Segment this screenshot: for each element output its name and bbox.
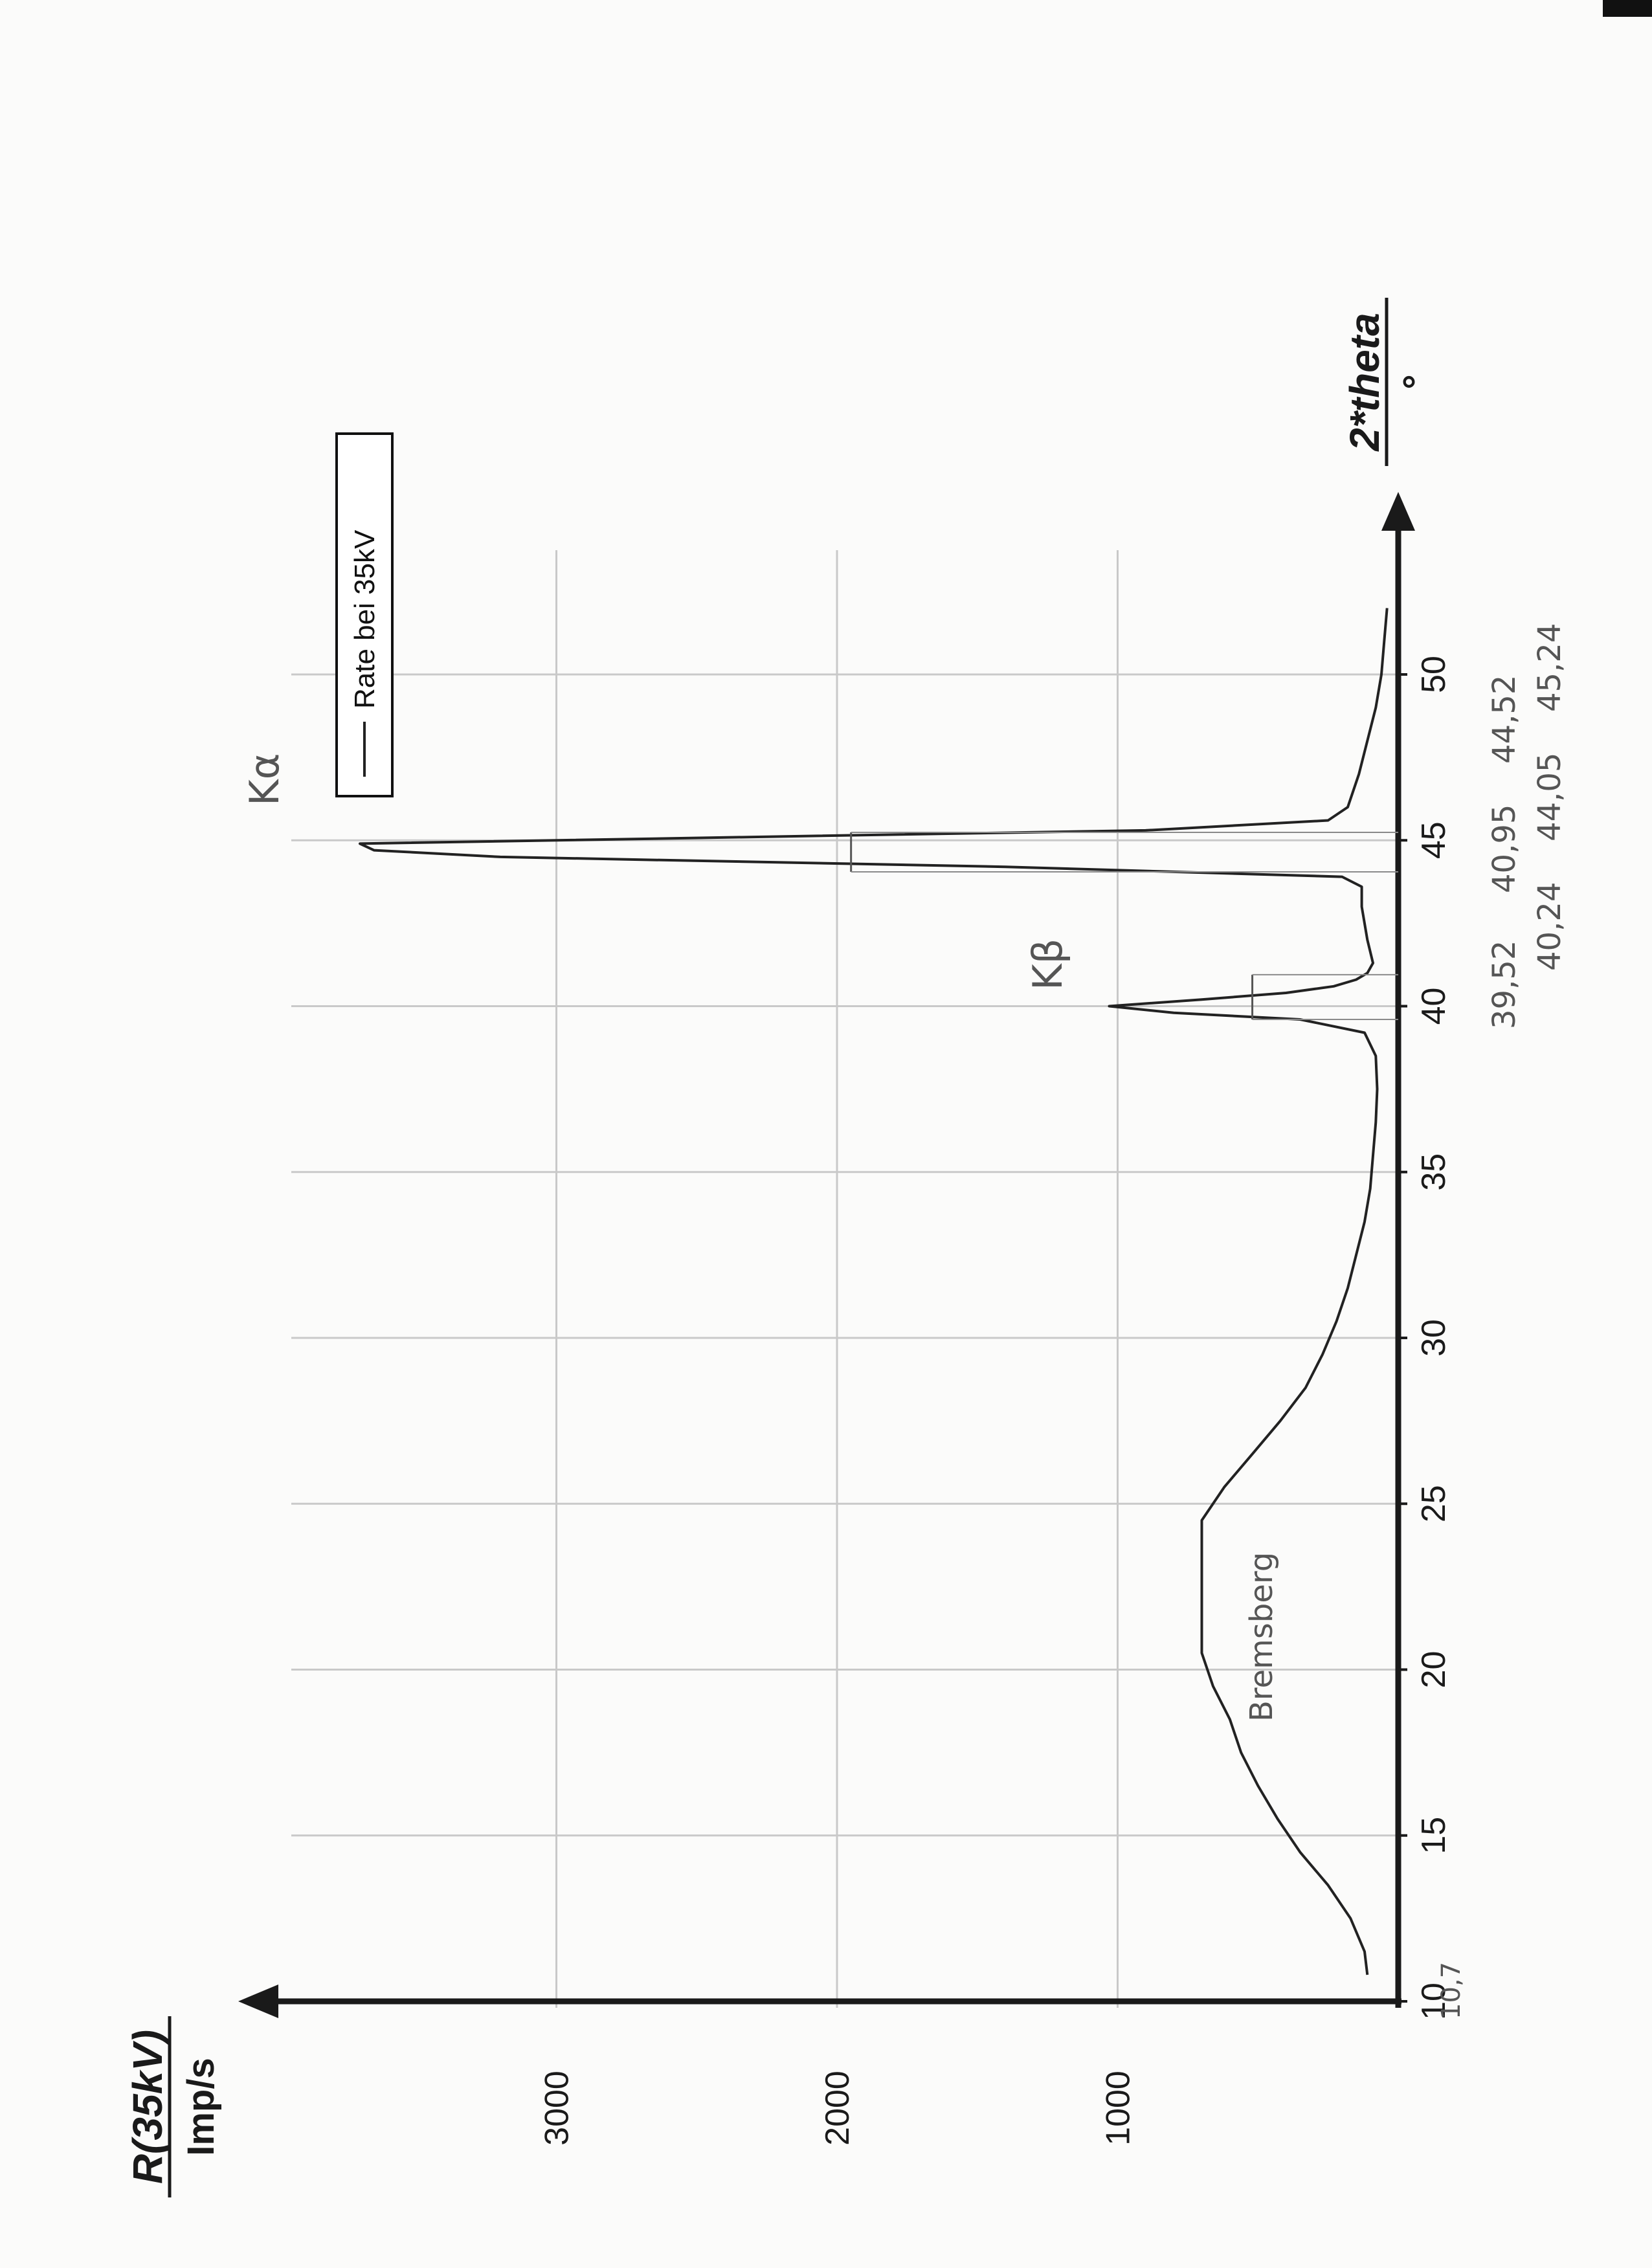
x-axis-title-group: 2*theta ° — [1341, 298, 1438, 466]
x-tick-label-40: 40 — [1415, 988, 1453, 1025]
y-tick-label-2000: 2000 — [819, 2071, 856, 2146]
annotation-k-beta: Kβ — [1024, 939, 1071, 990]
y-axis-unit: Imp/s — [180, 2058, 222, 2156]
legend: Rate bei 35kV — [335, 432, 394, 797]
tick-label-layer: 1000 2000 3000 10 15 20 25 30 35 40 45 50 — [539, 656, 1453, 2146]
x-tick-label-50: 50 — [1415, 656, 1453, 693]
annotation-measure-39-52: 39,52 — [1486, 940, 1523, 1029]
annotation-measure-40-24: 40,24 — [1532, 882, 1568, 971]
y-tick-label-3000: 3000 — [539, 2071, 576, 2146]
y-axis-title: R(35kV) — [124, 2030, 171, 2184]
y-axis-arrowhead — [238, 1984, 278, 2018]
grid-layer — [291, 550, 1405, 2008]
x-tick-label-30: 30 — [1415, 1319, 1453, 1357]
x-axis-unit: ° — [1396, 374, 1438, 389]
x-tick-label-25: 25 — [1415, 1485, 1453, 1522]
x-tick-label-20: 20 — [1415, 1651, 1453, 1689]
annotation-bremsberg: Bremsberg — [1244, 1552, 1280, 1722]
axis-layer — [238, 492, 1415, 2018]
x-tick-label-15: 15 — [1415, 1817, 1453, 1854]
annotation-measure-44-05: 44,05 — [1532, 753, 1568, 841]
annotation-k-alpha: Kα — [241, 753, 288, 806]
x-tick-label-45: 45 — [1415, 821, 1453, 859]
series-line-0 — [359, 608, 1389, 1975]
annotation-measure-40-95: 40,95 — [1486, 805, 1523, 893]
annotation-measure-44-52: 44,52 — [1486, 675, 1523, 764]
y-tick-label-1000: 1000 — [1100, 2071, 1137, 2146]
x-tick-label-10: 10 — [1415, 1983, 1453, 2020]
legend-frame — [335, 432, 394, 797]
legend-entry-label: Rate bei 35kV — [349, 529, 381, 709]
scan-corner-mark — [1603, 0, 1652, 17]
annotation-margin-note: 10,7 — [1436, 1962, 1466, 2019]
x-axis-arrowhead — [1381, 492, 1415, 531]
y-axis-title-group: R(35kV) Imp/s — [124, 2016, 222, 2197]
peak-markers-layer — [850, 831, 1398, 1020]
x-tick-label-35: 35 — [1415, 1153, 1453, 1191]
series-layer — [359, 608, 1389, 1975]
x-axis-title: 2*theta — [1341, 313, 1388, 451]
annotation-measure-45-24: 45,24 — [1532, 623, 1568, 712]
